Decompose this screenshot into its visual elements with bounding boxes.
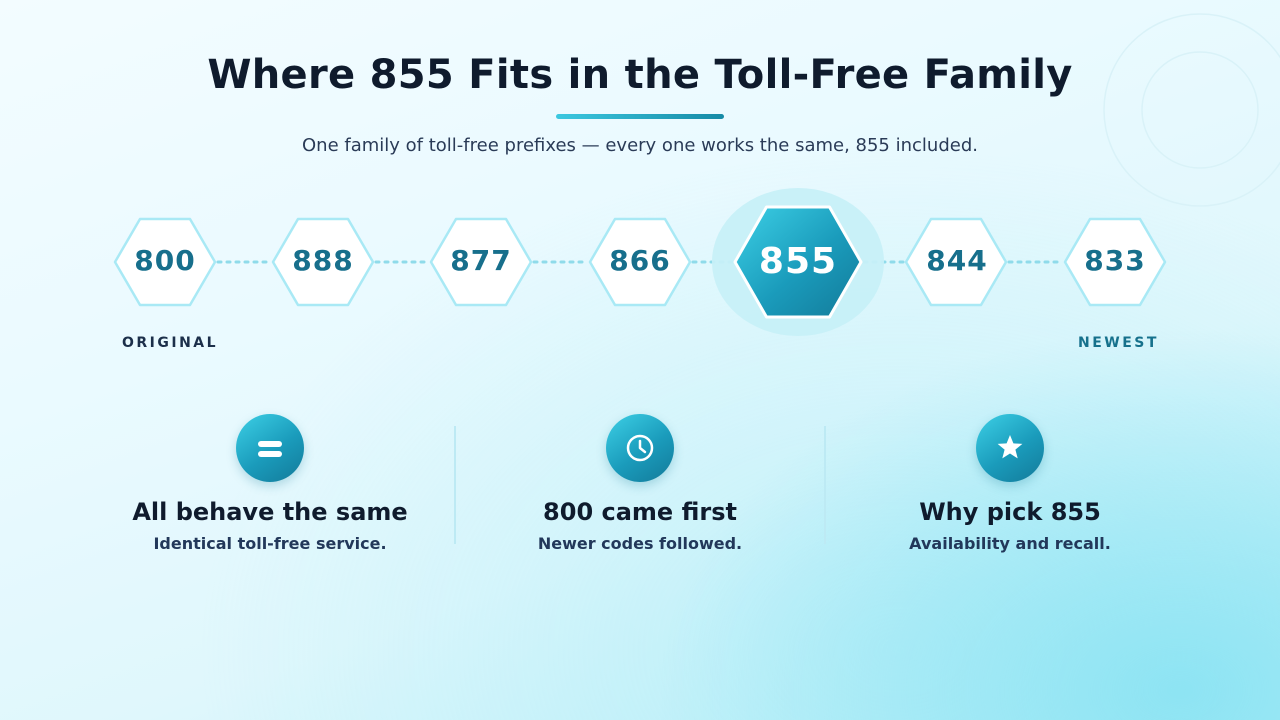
prefix-866: 866	[609, 244, 671, 277]
prefix-timeline: 800 888 877 866 855 844 833 ORIGINAL NEW…	[0, 180, 1280, 351]
equals-icon	[236, 414, 304, 482]
timeline-hexagons	[113, 205, 1167, 319]
prefix-855-highlighted: 855	[758, 241, 838, 282]
original-label: ORIGINAL	[122, 335, 219, 351]
hexagon-888	[271, 217, 375, 307]
feature-description: Availability and recall.	[909, 534, 1111, 553]
star-icon	[976, 414, 1044, 482]
hexagon-844	[904, 217, 1008, 307]
prefix-888: 888	[292, 244, 354, 277]
feature-why-855: Why pick 855 Availability and recall.	[825, 410, 1195, 553]
hexagon-877	[429, 217, 533, 307]
page-subtitle: One family of toll-free prefixes — every…	[302, 135, 978, 156]
prefix-833: 833	[1084, 244, 1146, 277]
hexagon-800	[113, 217, 217, 307]
hexagon-855	[733, 205, 863, 319]
prefix-877: 877	[450, 244, 512, 277]
hexagon-866	[588, 217, 692, 307]
feature-title: All behave the same	[132, 498, 408, 526]
feature-row: All behave the same Identical toll-free …	[0, 410, 1280, 570]
feature-divider	[824, 426, 826, 544]
title-underline	[556, 114, 724, 119]
feature-description: Newer codes followed.	[537, 534, 743, 553]
prefix-800: 800	[134, 244, 196, 277]
feature-divider	[454, 426, 456, 544]
feature-same-behavior: All behave the same Identical toll-free …	[85, 410, 455, 553]
newest-label: NEWEST	[1078, 335, 1159, 351]
feature-title: 800 came first	[543, 498, 737, 526]
feature-description: Identical toll-free service.	[153, 534, 387, 553]
hexagon-833	[1063, 217, 1167, 307]
page-title: Where 855 Fits in the Toll-Free Family	[207, 52, 1073, 98]
timeline-graphic	[113, 188, 1167, 336]
prefix-844: 844	[926, 244, 988, 277]
decorative-rings	[1103, 13, 1280, 207]
feature-title: Why pick 855	[919, 498, 1101, 526]
clock-icon	[606, 414, 674, 482]
feature-800-first: 800 came first Newer codes followed.	[455, 410, 825, 553]
